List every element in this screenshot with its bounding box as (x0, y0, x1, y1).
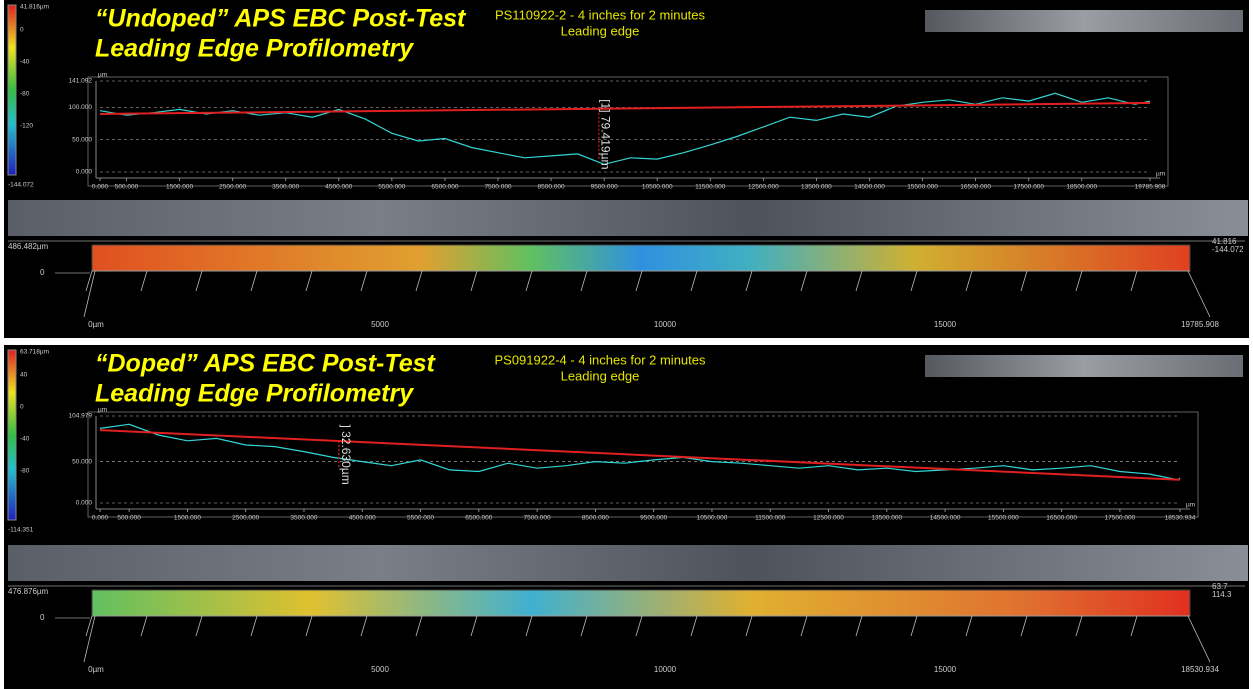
sample-id: PS110922-2 - 4 inches for 2 minutes (495, 7, 706, 22)
3d-x-label: 0µm (88, 320, 104, 329)
x-tick-label: 17500.000 (1013, 184, 1044, 191)
x-tick-label: 7500.000 (524, 515, 551, 522)
y-unit: µm (98, 72, 107, 79)
x-tick-label: 4500.000 (349, 515, 376, 522)
x-tick-label: 0.000 (92, 184, 109, 191)
3d-x-label: 15000 (934, 665, 957, 674)
3d-x-label: 5000 (371, 320, 389, 329)
color-scale-label: 63.718µm (20, 349, 49, 356)
slide-title: “Undoped” APS EBC Post-Test (95, 5, 467, 33)
3d-surface (92, 590, 1190, 616)
y-tick-label: 141.092 (69, 78, 93, 85)
slide-title: Leading Edge Profilometry (95, 380, 414, 408)
color-scale-label: 0 (20, 404, 24, 411)
3d-surface (92, 245, 1190, 271)
color-scale-label: 0 (20, 27, 24, 34)
measurement-label: [1] 79.419µm (599, 99, 613, 169)
color-scale-label: -114.351 (8, 527, 34, 534)
x-tick-label: 8500.000 (538, 184, 565, 191)
x-tick-label: 5500.000 (407, 515, 434, 522)
x-tick-label: 3500.000 (272, 184, 299, 191)
x-tick-label: 8500.000 (582, 515, 609, 522)
3d-zero-label: 0 (40, 268, 45, 277)
y-unit: µm (98, 407, 107, 414)
x-tick-label: 1500.000 (166, 184, 193, 191)
x-tick-label: 9500.000 (591, 184, 618, 191)
sample-thumbnail (925, 10, 1243, 32)
3d-x-label: 0µm (88, 665, 104, 674)
x-tick-label: 9500.000 (640, 515, 667, 522)
3d-x-label: 5000 (371, 665, 389, 674)
color-scale-label: -40 (20, 59, 30, 66)
x-tick-label: 16500.000 (1046, 515, 1077, 522)
y-tick-label: 100.000 (69, 104, 93, 111)
x-tick-label: 18530.934 (1165, 515, 1196, 522)
x-tick-label: 500.000 (115, 184, 139, 191)
3d-x-label: 18530.934 (1181, 665, 1219, 674)
sample-id: PS091922-4 - 4 inches for 2 minutes (494, 352, 706, 367)
x-tick-label: 13500.000 (801, 184, 832, 191)
x-tick-label: 4500.000 (325, 184, 352, 191)
x-tick-label: 11500.000 (755, 515, 786, 522)
3d-x-label: 19785.908 (1181, 320, 1219, 329)
x-tick-label: 10500.000 (642, 184, 673, 191)
x-tick-label: 15500.000 (988, 515, 1019, 522)
x-tick-label: 1500.000 (174, 515, 201, 522)
sample-location: Leading edge (561, 368, 640, 383)
3d-height-label: 486.482µm (8, 242, 49, 251)
x-tick-label: 17500.000 (1105, 515, 1136, 522)
x-tick-label: 2500.000 (232, 515, 259, 522)
sample-location: Leading edge (561, 23, 640, 38)
sample-photo (8, 200, 1248, 236)
x-tick-label: 5500.000 (378, 184, 405, 191)
x-tick-label: 6500.000 (431, 184, 458, 191)
color-scale-label: -80 (20, 91, 30, 98)
3d-range-label: -144.072 (1212, 245, 1244, 254)
x-tick-label: 18500.000 (1066, 184, 1097, 191)
x-tick-label: 3500.000 (290, 515, 317, 522)
x-tick-label: 15500.000 (907, 184, 938, 191)
measurement-label: ] 32.630µm (339, 424, 353, 484)
x-tick-label: 500.000 (117, 515, 141, 522)
color-scale-label: -144.072 (8, 182, 34, 189)
y-tick-label: 0.000 (76, 500, 93, 507)
3d-x-label: 10000 (654, 665, 677, 674)
x-tick-label: 10500.000 (697, 515, 728, 522)
3d-zero-label: 0 (40, 613, 45, 622)
color-scale-label: -40 (20, 436, 30, 443)
y-tick-label: 50.000 (72, 136, 92, 143)
3d-range-label: 114.3 (1212, 590, 1232, 599)
color-scale (8, 5, 16, 175)
3d-x-label: 10000 (654, 320, 677, 329)
color-scale (8, 350, 16, 520)
y-tick-label: 104.979 (69, 413, 93, 420)
color-scale-label: -80 (20, 468, 30, 475)
slide-title: Leading Edge Profilometry (95, 35, 414, 63)
x-tick-label: 11500.000 (695, 184, 726, 191)
x-unit: µm (1156, 171, 1165, 178)
3d-x-label: 15000 (934, 320, 957, 329)
x-tick-label: 2500.000 (219, 184, 246, 191)
sample-thumbnail (925, 355, 1243, 377)
color-scale-label: 41.816µm (20, 4, 49, 11)
x-unit: µm (1186, 502, 1195, 509)
color-scale-label: 40 (20, 372, 28, 379)
x-tick-label: 12500.000 (748, 184, 779, 191)
x-tick-label: 14500.000 (854, 184, 885, 191)
x-tick-label: 7500.000 (484, 184, 511, 191)
slide: 41.816µm 0 -40 -80 -120 -144.072 “Undoped” APS… (0, 0, 1253, 689)
x-tick-label: 6500.000 (465, 515, 492, 522)
x-tick-label: 12500.000 (813, 515, 844, 522)
x-tick-label: 14500.000 (930, 515, 961, 522)
x-tick-label: 19785.908 (1135, 184, 1166, 191)
3d-height-label: 476.876µm (8, 587, 49, 596)
y-tick-label: 50.000 (72, 458, 92, 465)
x-tick-label: 0.000 (92, 515, 109, 522)
color-scale-label: -120 (20, 123, 33, 130)
slide-title: “Doped” APS EBC Post-Test (95, 350, 437, 378)
sample-photo (8, 545, 1248, 581)
y-tick-label: 0.000 (76, 169, 93, 176)
x-tick-label: 13500.000 (871, 515, 902, 522)
x-tick-label: 16500.000 (960, 184, 991, 191)
